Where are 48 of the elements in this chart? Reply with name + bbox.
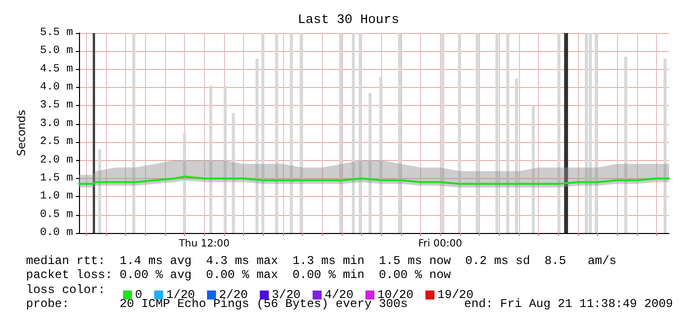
bar xyxy=(255,58,258,233)
bar xyxy=(132,33,136,233)
bar xyxy=(183,133,186,233)
bar xyxy=(495,33,498,233)
text: packet loss: 0.00 % avg 0.00 % max 0.00 % min 0.00 % now xyxy=(26,268,452,282)
legend-label: 0 xyxy=(135,288,142,302)
bar xyxy=(588,33,592,233)
bar xyxy=(664,58,667,233)
x-tick-label: Fri 00:00 xyxy=(418,238,462,250)
legend-title: loss color: xyxy=(26,283,106,297)
y-tick-label: 4.0 m xyxy=(40,82,74,94)
y-tick-label: 2.0 m xyxy=(40,154,74,166)
line-series xyxy=(78,176,670,185)
bar xyxy=(300,33,303,233)
text: median rtt: 1.4 ms avg 4.3 ms max 1.3 ms min 1.5 ms now 0.2 ms sd 8.5 am/s xyxy=(26,254,616,268)
bar xyxy=(368,93,372,233)
bar xyxy=(624,56,628,233)
bar xyxy=(275,33,278,233)
y-tick-label: 0.0 m xyxy=(40,227,74,239)
bar xyxy=(594,33,598,233)
bar xyxy=(379,76,382,233)
bar xyxy=(398,33,402,233)
x-tick-label: Thu 12:00 xyxy=(178,238,230,250)
bar xyxy=(476,33,479,233)
bar xyxy=(290,33,293,233)
y-tick-label: 2.5 m xyxy=(40,136,74,148)
bar xyxy=(358,33,362,233)
bar xyxy=(515,78,518,233)
bar xyxy=(232,113,235,233)
bar xyxy=(98,149,102,233)
y-tick-label: 4.5 m xyxy=(40,63,74,76)
y-tick-label: 3.5 m xyxy=(40,100,74,112)
bar xyxy=(584,33,588,233)
y-axis-title: Seconds xyxy=(15,110,28,156)
chart-title: Last 30 Hours xyxy=(298,12,400,27)
y-tick-label: 3.0 m xyxy=(40,118,74,130)
y-tick-label: 1.5 m xyxy=(40,172,74,184)
y-tick-label: 0.5 m xyxy=(40,208,74,221)
y-tick-label: 5.0 m xyxy=(40,45,74,58)
bar xyxy=(339,33,342,233)
bar xyxy=(224,86,227,233)
bar xyxy=(532,106,535,233)
bar xyxy=(441,33,444,233)
bar xyxy=(352,33,355,233)
y-tick-label: 5.5 m xyxy=(40,27,74,39)
bar xyxy=(209,86,212,233)
y-tick-label: 1.0 m xyxy=(40,190,74,203)
bar xyxy=(506,33,510,233)
